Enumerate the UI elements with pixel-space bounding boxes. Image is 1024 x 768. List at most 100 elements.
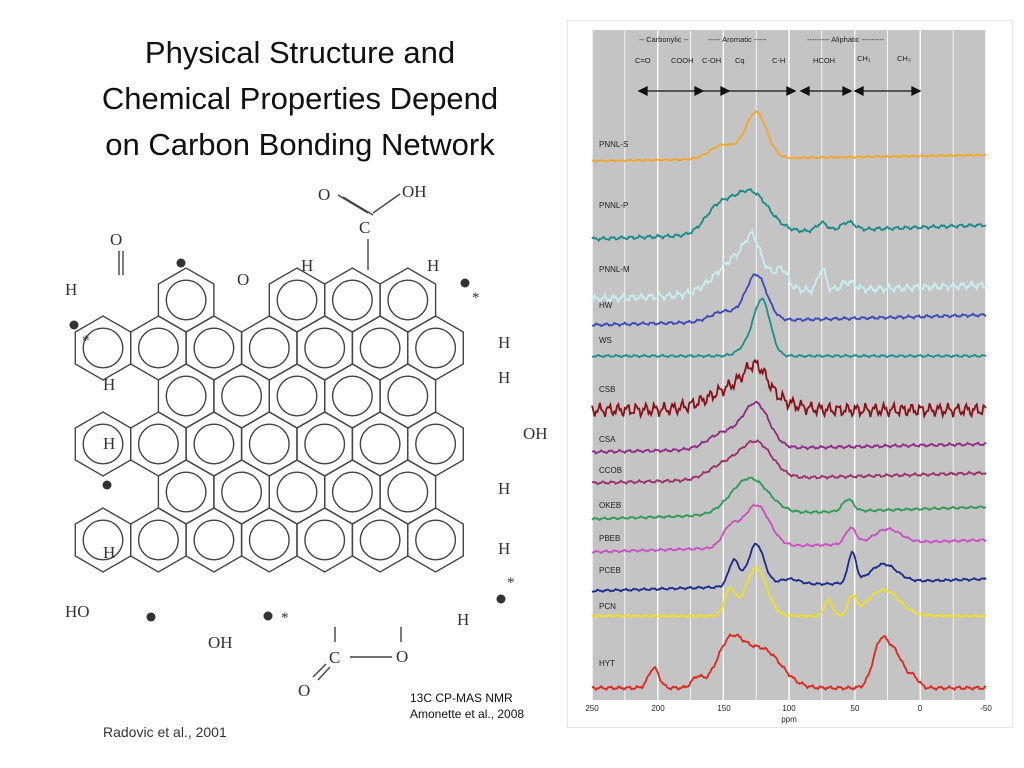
aromatic-circle	[331, 471, 373, 513]
group-label: C=O	[635, 56, 651, 65]
aromatic-circle	[137, 423, 179, 465]
x-tick-label: 250	[585, 704, 599, 713]
radical-label: *	[82, 333, 90, 349]
aromatic-circle	[82, 519, 124, 561]
caption-line: Amonette et al., 2008	[410, 707, 525, 721]
hydrogen-label: H	[103, 375, 115, 394]
sample-label: HYT	[599, 659, 615, 668]
aromatic-circle	[304, 519, 346, 561]
sample-label: PNNL-M	[599, 265, 630, 274]
spectra-traces	[591, 110, 987, 692]
region-header: ----- Aromatic -----	[708, 35, 767, 44]
hydroxyl-label: OH	[523, 424, 548, 443]
anhydride-carbon-label: C	[329, 648, 340, 667]
x-tick-label: 200	[651, 704, 665, 713]
group-label: C-OH	[702, 56, 721, 65]
hydroxyl-label: OH	[208, 633, 233, 652]
quinone-oxygen-label: O	[110, 230, 122, 249]
nmr-spectra-figure: -- Carbonylic -- ----- Aromatic ----- --…	[567, 20, 1013, 728]
sample-label: WS	[599, 336, 612, 345]
sample-label: CCOB	[599, 466, 622, 475]
radical-label: *	[472, 290, 480, 306]
hydrogen-label: H	[65, 280, 77, 299]
aromatic-circle	[193, 519, 235, 561]
aromatic-circle	[248, 423, 290, 465]
aromatic-circle	[193, 423, 235, 465]
aromatic-circle	[387, 375, 429, 417]
sample-label: HW	[599, 301, 613, 310]
sample-label: PNNL-S	[599, 140, 628, 149]
spectrum-trace	[591, 439, 987, 485]
spectrum-trace	[591, 542, 987, 593]
anhydride-oxygen-label: O	[298, 681, 310, 700]
aromatic-circle	[248, 519, 290, 561]
aromatic-circle	[82, 423, 124, 465]
carbonyl-oxygen-label: O	[318, 185, 330, 204]
radical-dot	[496, 594, 506, 604]
sample-label: PCEB	[599, 566, 621, 575]
hydrogen-label: H	[457, 610, 469, 629]
spectrum-trace	[591, 228, 987, 306]
spectrum-trace	[591, 400, 987, 455]
spectrum-trace	[591, 566, 987, 619]
aromatic-circle	[248, 327, 290, 369]
title-line: Physical Structure and	[144, 35, 456, 70]
spectrum-trace	[591, 273, 987, 328]
hexagon-lattice	[74, 267, 464, 573]
aromatic-circle	[276, 279, 318, 321]
sample-label: OKEB	[599, 501, 621, 510]
group-label: C-H	[772, 56, 785, 65]
region-header: -- Carbonylic --	[639, 35, 689, 44]
x-tick-label: 100	[782, 704, 796, 713]
group-label: Cq	[735, 56, 745, 65]
radical-label: *	[281, 610, 289, 626]
radical-dot	[102, 480, 112, 490]
spectrum-trace	[591, 476, 986, 521]
radical-dot	[146, 612, 156, 622]
sample-label: CSA	[599, 435, 616, 444]
spectrum-trace	[591, 188, 987, 242]
spectrum-trace	[591, 633, 987, 692]
hydrogen-label: H	[498, 368, 510, 387]
hydrogen-label: H	[301, 256, 313, 275]
slide-title: Physical Structure and Chemical Properti…	[40, 30, 560, 168]
x-tick-label: 0	[918, 704, 923, 713]
aromatic-ring	[407, 507, 464, 573]
hydrogen-label: H	[498, 479, 510, 498]
aromatic-circle	[165, 375, 207, 417]
hydroxyl-label: OH	[402, 182, 427, 201]
aromatic-circle	[165, 279, 207, 321]
radical-dot	[69, 320, 79, 330]
x-tick-label: 50	[851, 704, 860, 713]
aromatic-circle	[359, 327, 401, 369]
title-line: on Carbon Bonding Network	[105, 127, 495, 162]
group-label: CH₁	[857, 54, 871, 63]
aromatic-circle	[387, 471, 429, 513]
spectrum-trace	[591, 358, 987, 420]
carboxyl-carbon-label: C	[359, 218, 370, 237]
x-axis-label: ppm	[781, 715, 797, 724]
aromatic-circle	[276, 375, 318, 417]
group-label: COOH	[671, 56, 694, 65]
aromatic-circle	[304, 327, 346, 369]
radical-dot	[460, 278, 470, 288]
aromatic-circle	[276, 471, 318, 513]
x-tick-label: -50	[980, 704, 992, 713]
sample-label: CSB	[599, 385, 615, 394]
aromatic-circle	[137, 327, 179, 369]
nmr-caption: 13C CP-MAS NMR Amonette et al., 2008	[410, 690, 524, 722]
title-line: Chemical Properties Depend	[101, 81, 499, 116]
aromatic-circle	[82, 327, 124, 369]
structure-credit: Radovic et al., 2001	[103, 724, 227, 740]
aromatic-circle	[137, 519, 179, 561]
sample-label: PNNL-P	[599, 201, 628, 210]
aromatic-circle	[165, 471, 207, 513]
aromatic-circle	[304, 423, 346, 465]
aromatic-circle	[221, 375, 263, 417]
radical-dot	[176, 258, 186, 268]
aromatic-circle	[359, 423, 401, 465]
region-header: --------- Aliphatic ---------	[807, 35, 885, 44]
hydrogen-label: H	[427, 256, 439, 275]
ether-oxygen-label: O	[237, 270, 249, 289]
spectrum-trace	[591, 297, 987, 359]
